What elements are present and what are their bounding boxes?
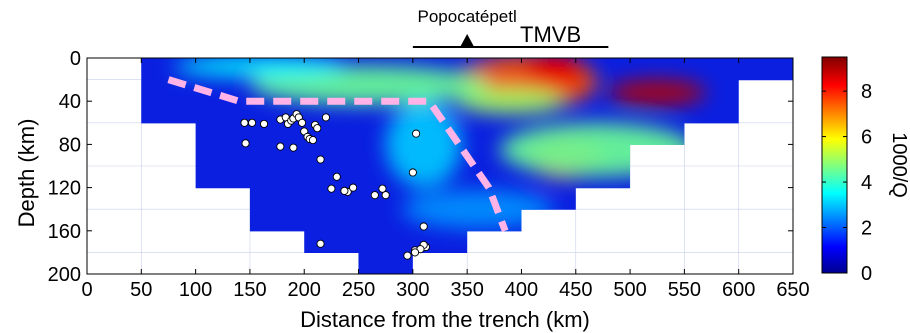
- y-axis: 0 40 80 120 160 200: [48, 48, 793, 286]
- x-tick-label: 600: [722, 279, 755, 301]
- tmvb-label: TMVB: [520, 22, 581, 47]
- anomaly-blob: [608, 79, 707, 106]
- y-tick-label: 0: [70, 48, 81, 70]
- earthquake-point: [240, 118, 249, 127]
- earthquake-point: [340, 186, 349, 195]
- earthquake-point: [308, 136, 317, 145]
- colorbar-label: 1000/Q: [888, 132, 910, 198]
- earthquake-point: [403, 251, 412, 260]
- colorbar-ticks: 0 2 4 6 8: [822, 81, 872, 285]
- x-tick-label: 200: [288, 279, 321, 301]
- earthquake-point: [412, 129, 421, 138]
- anomaly-blob: [385, 101, 462, 188]
- earthquake-point: [378, 184, 387, 193]
- colorbar-tick-label: 4: [861, 172, 872, 194]
- y-tick-label: 120: [48, 178, 81, 200]
- x-tick-label: 0: [81, 279, 92, 301]
- x-tick-label: 450: [559, 279, 592, 301]
- anomaly-blob: [523, 58, 585, 89]
- volcano-triangle-icon: [460, 34, 475, 47]
- anomaly-blob: [173, 58, 348, 78]
- x-tick-label: 300: [396, 279, 429, 301]
- earthquake-point: [419, 222, 428, 231]
- y-axis-label: Depth (km): [14, 119, 39, 228]
- earthquake-point: [321, 113, 331, 122]
- colorbar-tick-label: 2: [861, 218, 872, 240]
- x-tick-label: 250: [342, 279, 375, 301]
- colorbar-tick-label: 0: [861, 263, 872, 285]
- attenuation-anomalies: [173, 58, 707, 229]
- earthquake-markers: [240, 110, 430, 260]
- x-tick-label: 550: [668, 279, 701, 301]
- earthquake-point: [289, 143, 298, 152]
- earthquake-point: [332, 172, 341, 181]
- heatmap: [141, 58, 793, 274]
- earthquake-point: [298, 118, 307, 127]
- x-tick-label: 500: [613, 279, 646, 301]
- x-axis: 0 50 100 150 200 250 300 350 400 450 500 550 600 650: [81, 58, 810, 301]
- y-tick-label: 40: [59, 91, 81, 113]
- y-tick-label: 160: [48, 221, 81, 243]
- x-tick-label: 50: [130, 279, 152, 301]
- earthquake-point: [381, 191, 390, 200]
- axes-frame: [86, 57, 794, 275]
- anomaly-blob: [456, 88, 565, 115]
- earthquake-point: [370, 191, 379, 200]
- earthquake-point: [316, 155, 325, 164]
- earthquake-point: [316, 239, 325, 248]
- earthquake-point: [241, 139, 250, 148]
- earthquake-point: [327, 184, 336, 193]
- earthquake-point: [349, 183, 358, 192]
- x-tick-label: 100: [179, 279, 212, 301]
- y-tick-label: 200: [48, 264, 81, 286]
- colorbar: [821, 56, 848, 274]
- colorbar-tick-label: 6: [861, 127, 872, 149]
- x-tick-label: 650: [776, 279, 809, 301]
- y-tick-label: 80: [59, 134, 81, 156]
- volcano-label: Popocatépetl: [418, 7, 517, 26]
- x-axis-label: Distance from the trench (km): [300, 307, 590, 332]
- x-tick-label: 400: [505, 279, 538, 301]
- earthquake-point: [410, 248, 420, 257]
- x-tick-label: 350: [450, 279, 483, 301]
- earthquake-point: [313, 124, 322, 133]
- earthquake-point: [259, 119, 269, 128]
- slab-top-line: [167, 76, 509, 233]
- earthquake-point: [276, 142, 285, 151]
- anomaly-blob: [401, 189, 555, 229]
- colorbar-tick-label: 8: [861, 81, 872, 103]
- anomaly-blob: [499, 122, 696, 177]
- earthquake-point: [248, 118, 257, 127]
- earthquake-point: [408, 168, 417, 177]
- x-tick-label: 150: [233, 279, 266, 301]
